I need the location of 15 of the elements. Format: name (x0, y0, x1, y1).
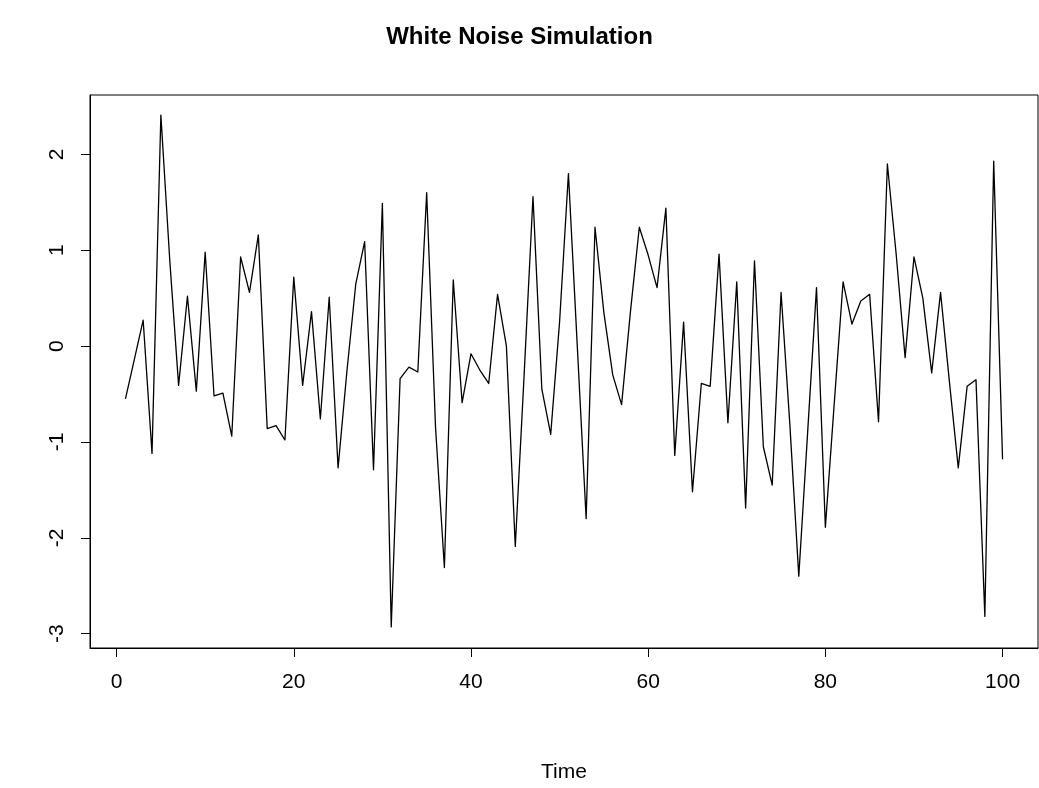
x-tick-label: 20 (282, 669, 306, 692)
x-tick-label: 100 (985, 669, 1021, 692)
x-tick-label: 0 (110, 669, 123, 692)
line-series (124, 114, 1004, 628)
y-tick-label: -3 (44, 624, 67, 643)
x-tick-label: 80 (813, 669, 838, 692)
y-tick-label: 0 (44, 340, 67, 352)
y-tick-label: 2 (44, 148, 67, 161)
x-axis-title: Time (541, 759, 587, 782)
y-tick-label: -2 (44, 528, 67, 548)
chart-title: White Noise Simulation (386, 21, 653, 49)
x-tick-label: 60 (636, 669, 660, 692)
x-tick-label: 40 (459, 669, 483, 692)
y-tick-label: -1 (44, 432, 67, 452)
y-tick-label: 1 (44, 244, 67, 257)
